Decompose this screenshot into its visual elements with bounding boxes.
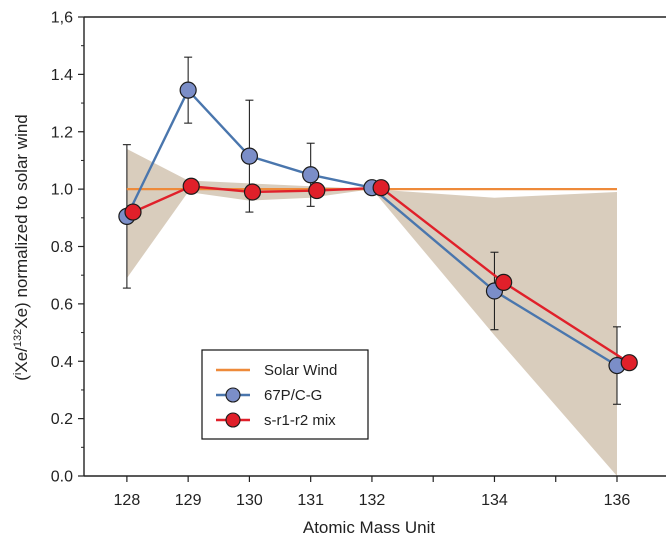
x-tick-label: 134 — [481, 492, 508, 509]
y-axis-title-part: i — [12, 373, 24, 375]
x-tick-label: 131 — [297, 492, 324, 509]
data-point-mix — [495, 273, 513, 291]
x-axis-title: Atomic Mass Unit — [303, 518, 436, 537]
y-tick-label: 1,6 — [51, 10, 73, 27]
x-tick-label: 129 — [175, 492, 202, 509]
data-point-mix — [124, 203, 142, 221]
y-tick-label: 1.2 — [51, 124, 73, 141]
y-tick-label: 0.0 — [51, 469, 73, 486]
y-tick-label: 0.8 — [51, 239, 73, 256]
y-tick-label: 1.4 — [51, 67, 73, 84]
y-tick-label: 0.6 — [51, 296, 73, 313]
y-axis-title-part: Xe/ — [12, 347, 31, 373]
x-tick-label: 136 — [604, 492, 631, 509]
label-layer: 0.0 0.2 0.4 0.6 0.8 1.0 1.2 1.4 1,6 128 129 130 131 1… — [12, 10, 630, 538]
data-point-67p — [240, 147, 259, 165]
data-point-67p — [302, 166, 320, 184]
legend-marker — [225, 387, 241, 403]
x-tick-label: 130 — [236, 492, 263, 509]
y-axis-title-part: ( — [12, 375, 31, 381]
y-tick-label: 0.4 — [51, 354, 73, 371]
data-point-67p — [179, 81, 197, 99]
legend-label: 67P/C-G — [264, 387, 322, 404]
uncertainty-band — [126, 149, 618, 476]
legend-label: Solar Wind — [264, 362, 337, 379]
data-point-mix — [308, 181, 326, 200]
y-tick-label: 1.0 — [51, 182, 73, 199]
data-point-mix — [372, 179, 390, 197]
data-point-mix — [243, 183, 262, 201]
series-layer — [118, 56, 638, 405]
legend-marker — [225, 412, 241, 428]
legend: Solar Wind 67P/C-G s-r1-r2 mix — [201, 349, 369, 440]
x-tick-label: 132 — [359, 492, 386, 509]
legend-label: s-r1-r2 mix — [264, 412, 336, 429]
y-axis-title: (iXe/132Xe) normalized to solar wind — [12, 114, 31, 381]
axes-layer — [78, 16, 666, 482]
data-point-mix — [620, 354, 638, 372]
x-tick-label: 128 — [114, 492, 141, 509]
y-tick-label: 0.2 — [51, 411, 73, 428]
data-point-mix — [182, 177, 200, 195]
y-axis-title-part: 132 — [12, 329, 24, 347]
uncertainty-band-layer — [126, 149, 618, 476]
y-axis-title-part: Xe) normalized to solar wind — [12, 114, 31, 328]
